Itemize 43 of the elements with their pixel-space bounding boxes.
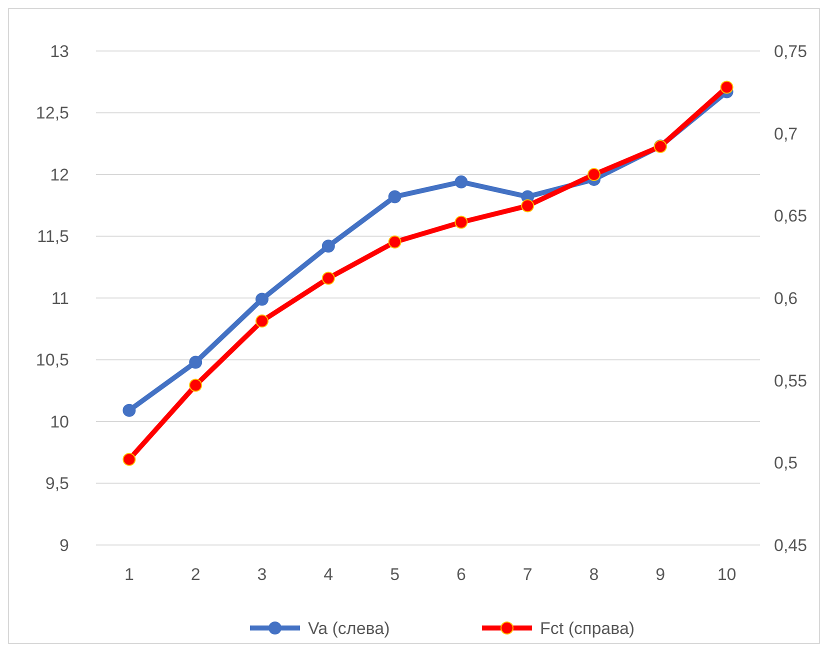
point [388,190,402,204]
y-tick-label: 11,5 [37,227,69,246]
point [322,272,335,285]
point [122,452,136,466]
x-tick-label: 8 [589,565,599,584]
y2-tick-label: 0,65 [774,206,808,226]
point [322,240,335,253]
point [122,404,136,417]
y-tick-label: 9,5 [45,474,69,494]
point [521,199,534,212]
point [588,168,600,181]
y2-tick-label: 0,75 [774,42,808,61]
y2-tick-label: 0,55 [774,371,808,390]
y-tick-label: 9 [60,536,69,555]
y-tick-label: 10 [50,412,69,432]
point [256,314,268,328]
point [189,356,202,369]
x-tick-label: 10 [717,565,736,584]
x-tick-label: 2 [190,565,200,584]
y2-tick-label: 0,45 [774,536,808,555]
point [388,236,402,249]
x-tick-label: 7 [522,565,532,584]
legend-label: Fct (справа) [540,618,635,638]
point [189,378,202,392]
y-tick-label: 12 [50,165,69,184]
y2-tick-label: 0,7 [774,124,798,144]
point [454,216,468,229]
y2-tick-label: 0,6 [774,288,798,308]
y-tick-label: 13 [50,42,69,61]
x-tick-label: 4 [324,565,334,584]
y-tick-label: 12,5 [36,104,69,123]
y-tick-label: 11 [51,288,69,308]
y2-tick-label: 0,5 [774,454,798,473]
x-tick-label: 1 [124,565,134,584]
x-tick-label: 5 [390,565,400,584]
x-tick-label: 6 [456,565,466,584]
point [720,80,734,94]
y-tick-label: 10,5 [36,350,69,370]
legend-label: Va (слева) [308,618,390,638]
x-tick-label: 3 [257,565,267,584]
point [256,292,268,306]
x-tick-label: 9 [656,565,666,584]
point [454,175,468,188]
